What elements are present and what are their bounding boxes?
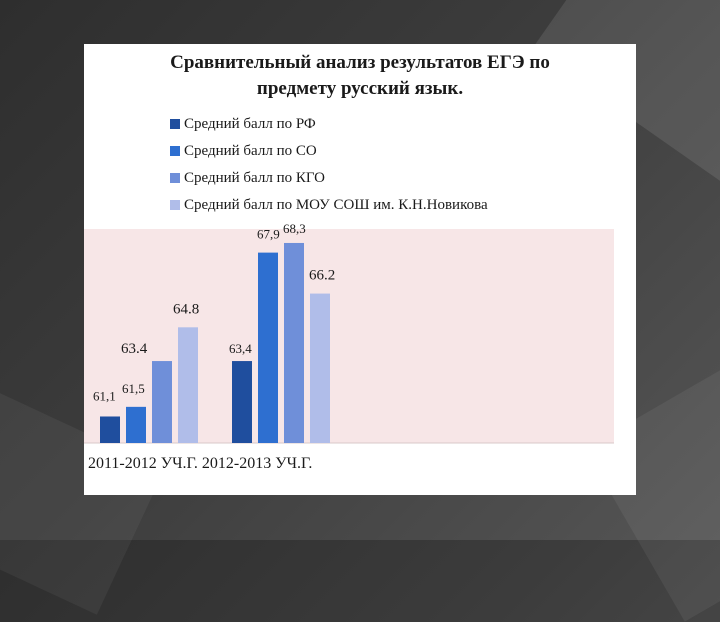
plot-area <box>84 229 614 443</box>
bar <box>232 361 252 443</box>
legend-swatch <box>170 173 180 183</box>
data-label: 67,9 <box>257 227 280 242</box>
bar <box>178 327 198 443</box>
bar <box>284 242 304 443</box>
data-label: 68,3 <box>283 221 306 236</box>
bar <box>310 293 330 443</box>
data-label: 64.8 <box>173 301 199 317</box>
bar <box>152 361 172 443</box>
data-label: 63,4 <box>229 341 252 356</box>
legend-swatch <box>170 146 180 156</box>
legend-label: Средний балл по РФ <box>184 116 316 132</box>
bar <box>100 416 120 443</box>
data-label: 63.4 <box>121 341 148 357</box>
legend-swatch <box>170 119 180 129</box>
data-label: 61,1 <box>93 388 116 403</box>
bar <box>126 406 146 443</box>
category-label: 2012-2013 УЧ.Г. <box>201 455 313 472</box>
chart-canvas: 61,1 61,5 63.4 64.8 63,4 67,9 68,3 66.2 <box>84 221 614 444</box>
data-label: 61,5 <box>122 381 145 396</box>
legend-label: Средний балл по МОУ СОШ им. К.Н.Новикова <box>184 197 488 213</box>
chart-title: Сравнительный анализ результатов ЕГЭ по … <box>84 50 636 102</box>
legend-label: Средний балл по СО <box>184 143 317 159</box>
legend-label: Средний балл по КГО <box>184 170 325 186</box>
chart-title-line-1: Сравнительный анализ результатов ЕГЭ по <box>170 52 550 73</box>
chart-card: Сравнительный анализ результатов ЕГЭ по … <box>84 44 636 495</box>
chart-title-line-2: предмету русский язык. <box>256 78 464 99</box>
data-label: 66.2 <box>309 268 335 284</box>
legend-swatch <box>170 200 180 210</box>
bar <box>258 252 278 443</box>
category-axis-labels: 2011-2012 УЧ.Г. 2012-2013 УЧ.Г. <box>88 455 312 473</box>
category-label: 2011-2012 УЧ.Г. <box>88 455 198 472</box>
